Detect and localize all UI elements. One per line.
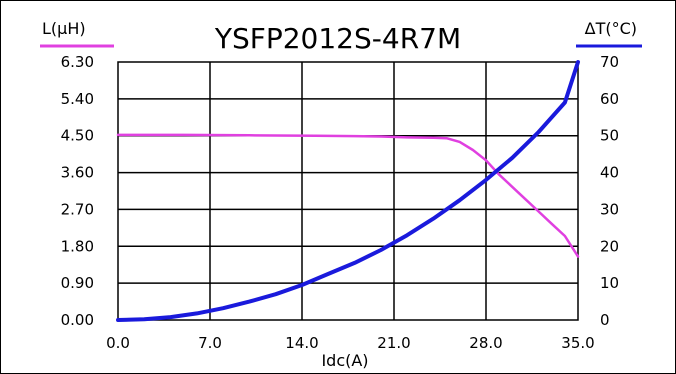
x-tick-label: 28.0 — [469, 334, 502, 352]
y-right-tick-label: 0 — [600, 311, 610, 329]
x-tick-label: 0.0 — [106, 334, 130, 352]
y-left-tick-label: 4.50 — [61, 127, 94, 145]
y-right-tick-label: 60 — [600, 90, 619, 108]
y-left-tick-label: 2.70 — [61, 200, 94, 218]
y-left-tick-label: 0.90 — [61, 274, 94, 292]
y-right-tick-label: 10 — [600, 274, 619, 292]
y-left-tick-label: 0.00 — [61, 311, 94, 329]
x-tick-label: 7.0 — [198, 334, 222, 352]
right-axis-label: ΔT(°C) — [585, 19, 637, 38]
y-left-tick-label: 6.30 — [61, 53, 94, 71]
left-axis-label: L(μH) — [42, 19, 86, 38]
y-right-tick-label: 40 — [600, 164, 619, 182]
x-tick-label: 21.0 — [377, 334, 410, 352]
x-axis-label: Idc(A) — [321, 351, 368, 370]
chart-title: YSFP2012S-4R7M — [214, 22, 461, 55]
y-right-tick-label: 30 — [600, 200, 619, 218]
x-tick-label: 35.0 — [561, 334, 594, 352]
y-left-tick-label: 1.80 — [61, 237, 94, 255]
y-right-tick-label: 70 — [600, 53, 619, 71]
y-right-tick-label: 50 — [600, 127, 619, 145]
y-left-tick-label: 5.40 — [61, 90, 94, 108]
x-tick-label: 14.0 — [285, 334, 318, 352]
y-left-tick-label: 3.60 — [61, 164, 94, 182]
y-right-tick-label: 20 — [600, 237, 619, 255]
